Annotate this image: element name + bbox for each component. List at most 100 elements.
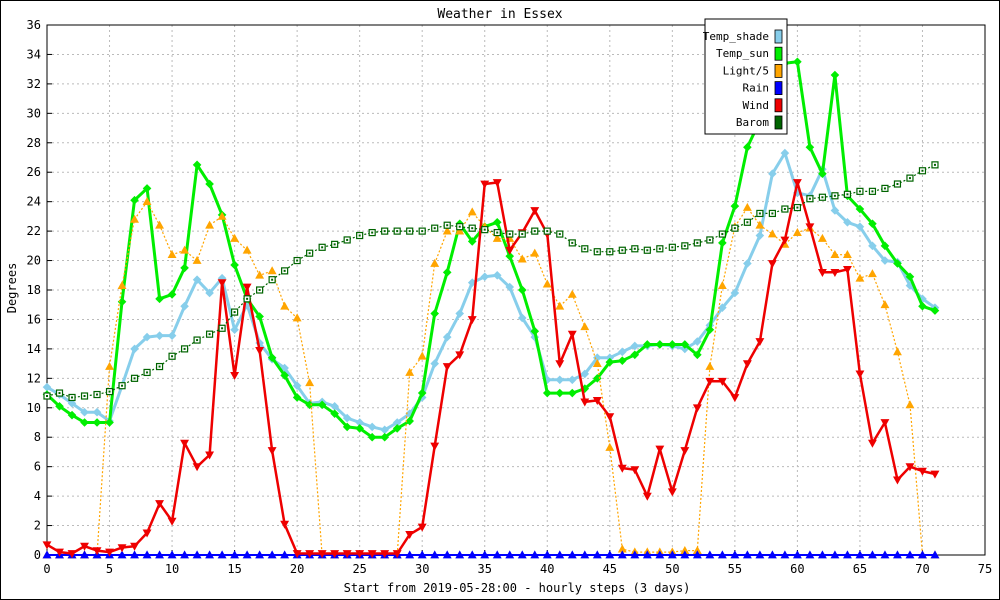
data-point-temp-sun — [893, 259, 902, 268]
data-point-temp-sun — [80, 418, 89, 427]
y-tick-label: 32 — [27, 77, 41, 91]
data-point-barom-dot — [271, 278, 274, 281]
x-tick-label: 25 — [352, 562, 366, 576]
data-point-temp-sun — [467, 237, 477, 246]
data-point-temp-sun — [55, 401, 64, 411]
data-point-wind — [755, 338, 765, 347]
data-point-wind — [680, 447, 690, 456]
data-point-rain — [117, 550, 127, 559]
data-point-barom-dot — [133, 377, 136, 380]
data-point-temp-sun — [105, 418, 114, 427]
data-point-wind — [192, 463, 202, 472]
data-point-temp-shade — [718, 303, 727, 312]
data-point-temp-sun — [918, 301, 927, 311]
data-point-barom-dot — [683, 244, 686, 247]
data-point-barom-dot — [171, 355, 174, 358]
data-point-wind — [742, 360, 752, 369]
data-point-wind — [430, 442, 440, 451]
data-point-wind — [805, 223, 815, 232]
data-point-rain — [880, 550, 890, 559]
data-point-light-5 — [742, 202, 752, 211]
data-point-rain — [717, 550, 727, 559]
data-point-wind — [67, 550, 77, 559]
data-point-wind — [117, 544, 127, 553]
data-point-barom-dot — [496, 231, 499, 234]
data-point-temp-shade — [517, 313, 527, 323]
data-point-rain — [580, 550, 590, 559]
data-point-rain — [142, 550, 152, 559]
data-point-temp-sun — [542, 388, 552, 398]
y-tick-label: 26 — [27, 165, 41, 179]
data-point-rain — [217, 550, 227, 559]
data-point-wind — [642, 492, 652, 501]
data-point-wind — [480, 180, 490, 189]
data-point-light-5 — [117, 280, 127, 289]
data-point-wind — [692, 404, 702, 413]
data-point-wind — [355, 550, 365, 559]
data-point-temp-sun — [555, 388, 565, 398]
x-tick-label: 10 — [165, 562, 179, 576]
data-point-barom-dot — [296, 259, 299, 262]
data-point-barom-dot — [508, 233, 511, 236]
data-point-temp-sun — [342, 422, 352, 432]
data-point-rain — [918, 550, 927, 559]
data-point-barom-dot — [721, 233, 724, 236]
data-point-light-5 — [792, 227, 802, 236]
data-point-temp-shade — [780, 148, 790, 158]
data-point-rain — [267, 550, 277, 559]
data-point-wind — [918, 467, 927, 476]
data-point-temp-shade — [292, 381, 302, 391]
data-point-temp-sun — [793, 57, 802, 67]
data-point-barom-dot — [908, 177, 911, 180]
y-tick-label: 2 — [34, 519, 41, 533]
data-point-barom-dot — [646, 249, 649, 252]
x-tick-label: 0 — [43, 562, 50, 576]
data-point-temp-sun — [67, 410, 77, 420]
data-point-barom-dot — [246, 297, 249, 300]
data-point-rain — [255, 550, 265, 559]
data-point-wind — [330, 550, 340, 559]
data-point-barom-dot — [858, 190, 861, 193]
data-point-temp-shade — [480, 272, 490, 282]
data-point-light-5 — [105, 361, 114, 370]
data-point-rain — [80, 550, 89, 559]
data-point-temp-sun — [643, 340, 652, 349]
data-point-light-5 — [542, 279, 552, 288]
data-point-temp-shade — [192, 275, 202, 285]
data-point-temp-sun — [330, 409, 339, 418]
data-point-rain — [705, 550, 715, 559]
data-point-wind — [205, 451, 215, 460]
data-point-rain — [792, 550, 802, 559]
data-point-wind — [80, 542, 89, 551]
data-point-barom-dot — [708, 238, 711, 241]
data-point-light-5 — [530, 248, 540, 257]
data-point-barom-dot — [821, 196, 824, 199]
data-point-barom-dot — [258, 289, 261, 291]
data-point-wind — [580, 398, 590, 407]
y-tick-label: 8 — [34, 430, 41, 444]
data-point-wind — [42, 541, 52, 550]
data-point-temp-sun — [930, 306, 940, 315]
data-point-temp-sun — [668, 340, 677, 349]
data-point-light-5 — [292, 313, 302, 322]
data-point-temp-shade — [92, 407, 102, 417]
x-tick-label: 75 — [978, 562, 992, 576]
data-point-wind — [142, 529, 152, 538]
data-point-temp-sun — [167, 290, 177, 299]
data-point-wind — [767, 260, 777, 269]
data-point-wind — [555, 360, 565, 369]
legend-label-barom: Barom — [736, 116, 769, 129]
data-point-barom-dot — [183, 347, 186, 350]
data-point-temp-sun — [380, 432, 389, 442]
data-point-light-5 — [180, 245, 190, 254]
data-point-rain — [780, 550, 790, 559]
data-point-wind — [893, 476, 902, 485]
data-point-temp-sun — [680, 340, 690, 349]
data-point-temp-sun — [855, 204, 865, 214]
data-point-rain — [905, 550, 915, 559]
data-point-wind — [267, 447, 277, 456]
data-point-barom-dot — [583, 247, 586, 250]
data-point-barom-dot — [808, 197, 811, 200]
data-point-temp-shade — [693, 337, 702, 346]
